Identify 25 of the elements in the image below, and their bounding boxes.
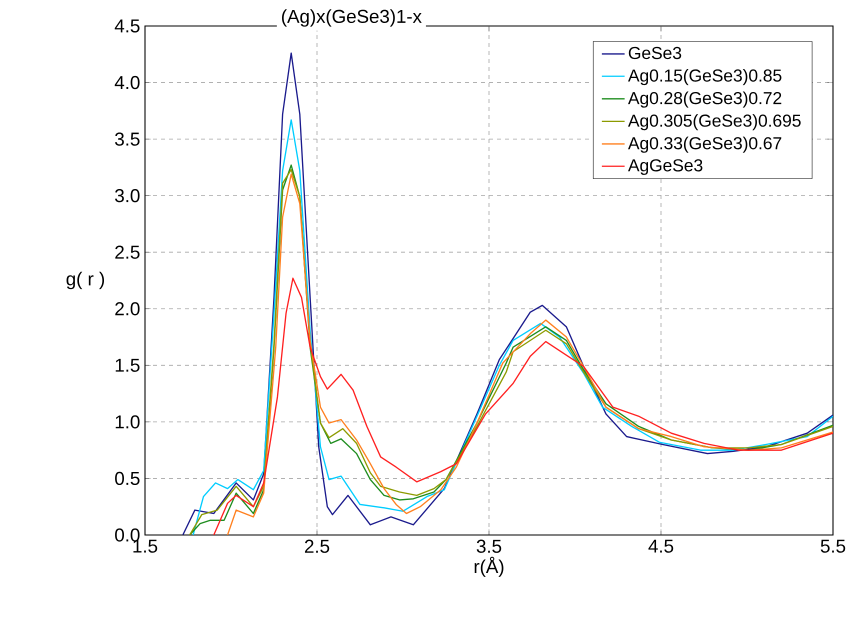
x-tick-label: 2.5 xyxy=(304,540,330,553)
y-tick-label: 3.5 xyxy=(115,132,140,146)
legend-label: GeSe3 xyxy=(628,46,682,60)
y-tick-label: 1.0 xyxy=(116,415,140,428)
x-axis-title: r(Å) xyxy=(474,556,504,577)
y-tick-label: 1.5 xyxy=(116,358,140,372)
x-tick-label: 5.5 xyxy=(820,540,846,553)
y-tick-label: 4.0 xyxy=(114,76,140,90)
legend-label: Ag0.305(GeSe3)0.695 xyxy=(628,114,801,130)
y-tick-label: 2.5 xyxy=(115,246,140,259)
line-series xyxy=(213,278,833,535)
legend-label: Ag0.15(GeSe3)0.85 xyxy=(628,68,782,86)
y-tick-label: 0.5 xyxy=(115,472,140,486)
y-tick-label: 4.5 xyxy=(114,19,140,33)
y-tick-label: 3.0 xyxy=(115,189,140,202)
legend-label: Ag0.28(GeSe3)0.72 xyxy=(628,92,782,108)
chart-title: (Ag)x(GeSe3)1-x xyxy=(282,9,422,27)
legend-label: AgGeSe3 xyxy=(628,159,702,175)
legend-label: Ag0.33(GeSe3)0.67 xyxy=(628,136,782,153)
y-tick-label: 2.0 xyxy=(115,302,140,316)
y-tick-label: 0.0 xyxy=(115,528,140,542)
x-tick-label: 3.5 xyxy=(476,540,502,553)
x-tick-label: 1.5 xyxy=(133,540,158,553)
x-tick-label: 4.5 xyxy=(648,540,674,553)
y-axis-title: g( r ) xyxy=(66,272,104,290)
